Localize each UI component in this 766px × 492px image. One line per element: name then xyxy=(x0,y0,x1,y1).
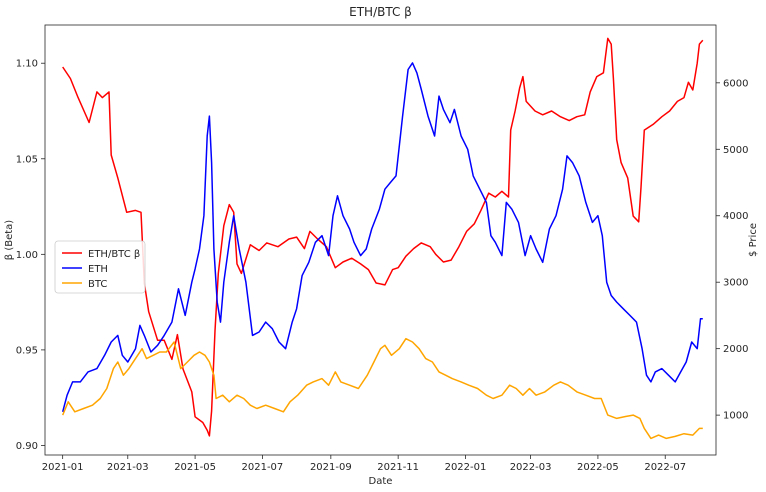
x-tick-label: 2022-01 xyxy=(445,462,487,473)
y2-axis-label: $ Price xyxy=(748,223,759,257)
y2-axis-ticks: 1000 2000 3000 4000 5000 6000 xyxy=(716,78,748,422)
x-axis-ticks: 2021-01 2021-03 2021-05 2021-07 2021-09 2021-… xyxy=(42,455,686,473)
y2-tick-label: 6000 xyxy=(723,78,748,89)
legend-label-eth: ETH xyxy=(88,264,108,275)
series-line-eth xyxy=(61,62,703,412)
legend-label-beta: ETH/BTC β xyxy=(88,249,140,260)
x-tick-label: 2021-03 xyxy=(107,462,149,473)
y2-tick-label: 4000 xyxy=(723,211,748,222)
y-tick-label: 0.90 xyxy=(16,441,38,452)
y-tick-label: 1.00 xyxy=(16,250,38,261)
y2-tick-label: 2000 xyxy=(723,344,748,355)
y-tick-label: 0.95 xyxy=(16,345,38,356)
plot-frame xyxy=(44,24,717,456)
x-tick-label: 2021-01 xyxy=(42,462,84,473)
x-tick-label: 2021-05 xyxy=(174,462,216,473)
x-axis-label: Date xyxy=(369,476,393,487)
y2-tick-label: 1000 xyxy=(723,411,748,422)
y-tick-label: 1.10 xyxy=(16,59,38,70)
y-axis-ticks: 0.90 0.95 1.00 1.05 1.10 xyxy=(16,59,45,452)
y-tick-label: 1.05 xyxy=(16,154,38,165)
x-tick-label: 2022-05 xyxy=(577,462,619,473)
y2-tick-label: 5000 xyxy=(723,145,748,156)
legend: ETH/BTC β ETH BTC xyxy=(54,240,146,294)
series-line-eth-btc xyxy=(62,37,704,437)
x-tick-label: 2021-07 xyxy=(242,462,284,473)
y-axis-label: β (Beta) xyxy=(4,220,15,261)
legend-label-btc: BTC xyxy=(88,279,107,290)
x-tick-label: 2021-11 xyxy=(377,462,419,473)
legend-frame xyxy=(54,240,146,294)
series-line-btc xyxy=(62,337,703,440)
series-layer xyxy=(61,37,704,440)
x-tick-label: 2022-07 xyxy=(644,462,686,473)
x-tick-label: 2021-09 xyxy=(310,462,352,473)
chart-title: ETH/BTC β xyxy=(349,5,412,19)
y2-tick-label: 3000 xyxy=(723,278,748,289)
x-tick-label: 2022-03 xyxy=(510,462,552,473)
